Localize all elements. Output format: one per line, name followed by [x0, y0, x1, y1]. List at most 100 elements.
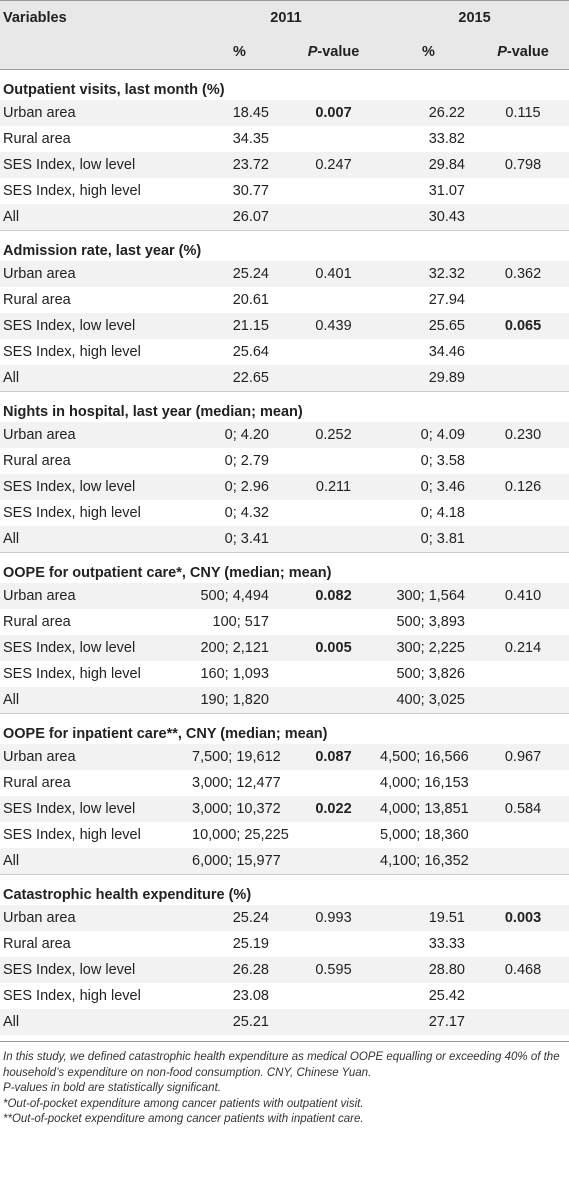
value-2011: 26.28 [192, 957, 287, 983]
pvalue-2011 [287, 448, 380, 474]
row-label: Rural area [3, 292, 71, 308]
value-2011: 0; 2.79 [224, 453, 269, 469]
section-header-row: Outpatient visits, last month (%) [0, 69, 569, 100]
section-header-row: OOPE for outpatient care*, CNY (median; … [0, 552, 569, 583]
value-2015: 5,000; 18,360 [380, 827, 469, 843]
pvalue-2011: 0.087 [287, 744, 380, 770]
row-label: All [0, 204, 192, 231]
pvalue-2011 [287, 365, 380, 392]
value-2011: 20.61 [232, 292, 269, 308]
value-2015: 32.32 [380, 261, 477, 287]
section-title: Admission rate, last year (%) [0, 230, 569, 261]
header-year-2015: 2015 [380, 0, 569, 35]
value-2011: 25.21 [192, 1009, 287, 1035]
value-2015: 27.17 [380, 1009, 477, 1035]
header-row-columns: % P-value % P-value [0, 35, 569, 70]
table-row: Rural area 100; 517 500; 3,893 [0, 609, 569, 635]
section-title: Catastrophic health expenditure (%) [0, 874, 569, 905]
pvalue-2015 [477, 609, 569, 635]
pvalue-2015 [477, 931, 569, 957]
value-2015: 29.84 [380, 152, 477, 178]
footnote-bold-note: P-values in bold are statistically signi… [3, 1082, 221, 1094]
table-row: Urban area 25.24 0.401 32.32 0.362 [0, 261, 569, 287]
pvalue-2011: 0.595 [287, 957, 380, 983]
header-variables: Variables [0, 0, 192, 35]
pvalue-2015 [477, 204, 569, 231]
table-row: Rural area 25.19 33.33 [0, 931, 569, 957]
table-row: All 0; 3.41 0; 3.81 [0, 526, 569, 553]
table-row: Urban area 500; 4,494 0.082 300; 1,564 0.410 [0, 583, 569, 609]
row-label: SES Index, low level [0, 796, 192, 822]
table-row: Rural area 34.35 33.82 [0, 126, 569, 152]
row-label: Urban area [0, 905, 192, 931]
footnote-outpatient: *Out-of-pocket expenditure among cancer … [3, 1097, 364, 1110]
row-label: SES Index, high level [3, 827, 141, 843]
footnote-definition: In this study, we defined catastrophic h… [3, 1051, 560, 1079]
table-footnotes: In this study, we defined catastrophic h… [0, 1041, 569, 1128]
table-row: SES Index, low level 21.15 0.439 25.65 0.065 [0, 313, 569, 339]
value-2015: 300; 1,564 [380, 583, 477, 609]
pvalue-2011 [287, 526, 380, 553]
row-label: SES Index, high level [3, 988, 141, 1004]
value-2011: 25.19 [232, 936, 269, 952]
pvalue-2015: 0.126 [477, 474, 569, 500]
value-2015: 0; 4.09 [380, 422, 477, 448]
value-2015: 0; 3.58 [420, 453, 465, 469]
pvalue-2015: 0.065 [477, 313, 569, 339]
pvalue-2011: 0.401 [287, 261, 380, 287]
value-2011: 23.08 [232, 988, 269, 1004]
pvalue-2011 [287, 1009, 380, 1035]
row-label: SES Index, low level [0, 474, 192, 500]
pvalue-2015: 0.003 [477, 905, 569, 931]
value-2015: 4,100; 16,352 [380, 848, 477, 875]
value-2015: 0; 3.81 [380, 526, 477, 553]
pvalue-2011: 0.022 [287, 796, 380, 822]
value-2015: 300; 2,225 [380, 635, 477, 661]
pvalue-2011: 0.211 [287, 474, 380, 500]
pvalue-2011 [287, 687, 380, 714]
row-label: SES Index, low level [0, 957, 192, 983]
pvalue-2011 [287, 609, 380, 635]
value-2011: 10,000; 25,225 [192, 827, 289, 843]
pvalue-2015 [477, 770, 569, 796]
table-row: Urban area 18.45 0.007 26.22 0.115 [0, 100, 569, 126]
table-row: All 25.21 27.17 [0, 1009, 569, 1035]
pvalue-2011: 0.005 [287, 635, 380, 661]
pvalue-2015: 0.584 [477, 796, 569, 822]
pvalue-2015 [477, 339, 569, 365]
section-header-row: Nights in hospital, last year (median; m… [0, 391, 569, 422]
row-label: Urban area [0, 100, 192, 126]
value-2011: 160; 1,093 [200, 666, 269, 682]
value-2015: 500; 3,826 [396, 666, 465, 682]
header-year-2011: 2011 [192, 0, 380, 35]
pvalue-2011 [287, 339, 380, 365]
pvalue-2015 [477, 365, 569, 392]
pvalue-2015 [477, 126, 569, 152]
header-pvalue-2015: P-value [477, 35, 569, 70]
table-row: All 22.65 29.89 [0, 365, 569, 392]
pvalue-2015 [477, 822, 569, 848]
results-table: Variables 2011 2015 % P-value % P-value … [0, 0, 569, 1035]
pvalue-2015 [477, 287, 569, 313]
table-row: SES Index, high level 30.77 31.07 [0, 178, 569, 204]
pvalue-2015 [477, 500, 569, 526]
section-title: Outpatient visits, last month (%) [0, 69, 569, 100]
section-title: OOPE for inpatient care**, CNY (median; … [0, 713, 569, 744]
table-row: Urban area 0; 4.20 0.252 0; 4.09 0.230 [0, 422, 569, 448]
value-2011: 21.15 [192, 313, 287, 339]
value-2015: 33.82 [428, 131, 465, 147]
pvalue-2015 [477, 448, 569, 474]
value-2015: 4,500; 16,566 [380, 744, 477, 770]
value-2011: 30.77 [232, 183, 269, 199]
value-2011: 26.07 [192, 204, 287, 231]
pvalue-2015: 0.230 [477, 422, 569, 448]
pvalue-2015 [477, 1009, 569, 1035]
value-2011: 0; 3.41 [192, 526, 287, 553]
table-row: Rural area 20.61 27.94 [0, 287, 569, 313]
footnote-inpatient: **Out-of-pocket expenditure among cancer… [3, 1113, 364, 1125]
row-label: Urban area [0, 744, 192, 770]
value-2011: 200; 2,121 [192, 635, 287, 661]
value-2011: 6,000; 15,977 [192, 848, 287, 875]
section-title: OOPE for outpatient care*, CNY (median; … [0, 552, 569, 583]
value-2015: 0; 3.46 [380, 474, 477, 500]
